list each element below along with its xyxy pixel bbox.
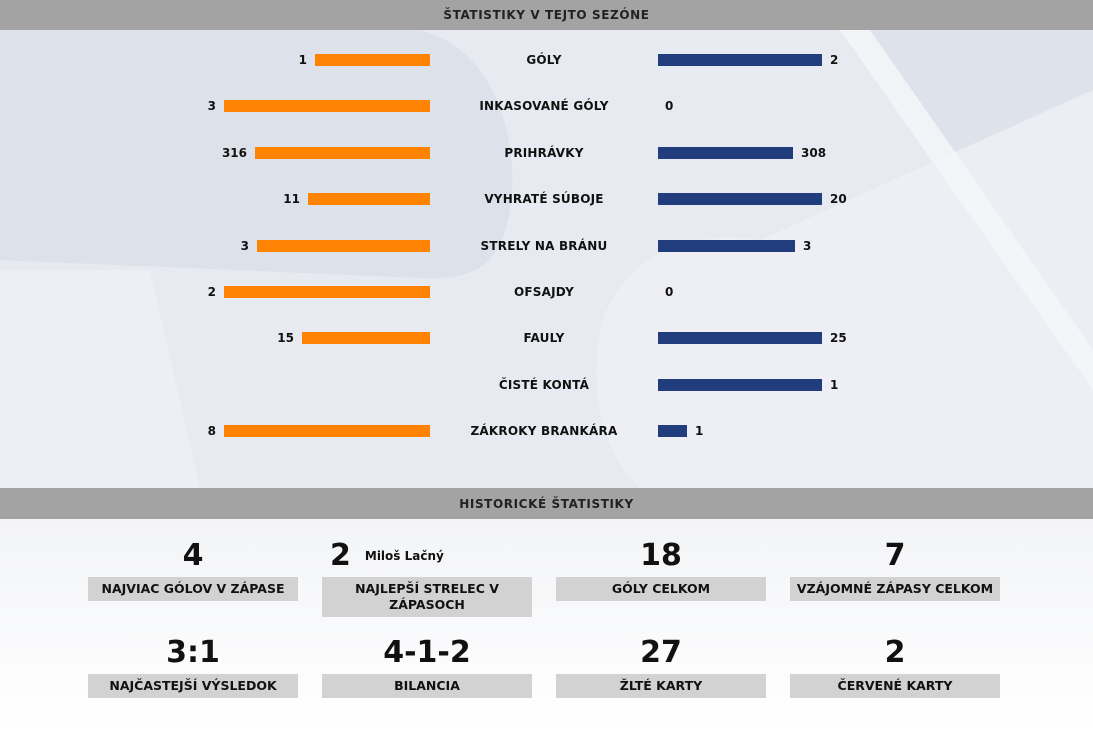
home-value: 3	[240, 238, 249, 253]
home-value: 15	[277, 331, 294, 346]
away-value: 0	[665, 285, 674, 299]
stat-row: INKASOVANÉ GÓLY 3 0	[0, 96, 1093, 116]
tile-value: 4-1-2	[383, 635, 471, 670]
stat-row: ČISTÉ KONTÁ 1	[0, 375, 1093, 395]
home-bar	[257, 239, 430, 252]
away-value: 1	[695, 424, 704, 439]
away-bar	[658, 378, 822, 391]
away-value: 1	[830, 377, 839, 392]
stat-label: VYHRATÉ SÚBOJE	[484, 192, 604, 207]
stat-label: INKASOVANÉ GÓLY	[479, 99, 609, 114]
home-value: 11	[283, 192, 300, 207]
stat-label: STRELY NA BRÁNU	[480, 238, 608, 253]
away-value: 308	[801, 145, 827, 160]
home-bar	[224, 425, 430, 438]
tile-caption: ŽLTÉ KARTY	[556, 674, 766, 698]
away-bar	[658, 54, 822, 66]
history-stats-panel: 4 NAJVIAC GÓLOV V ZÁPASE 2 Miloš Lačný N…	[0, 519, 1093, 730]
stat-label: ZÁKROKY BRANKÁRA	[470, 424, 618, 439]
home-bar	[315, 54, 430, 66]
home-value: 3	[207, 99, 216, 114]
tile-caption: GÓLY CELKOM	[556, 577, 766, 601]
season-stats-title: ŠTATISTIKY V TEJTO SEZÓNE	[443, 8, 650, 22]
tile-value: 7	[884, 538, 906, 573]
away-value: 0	[665, 99, 674, 114]
tile-most-common-result: 3:1 NAJČASTEJŠÍ VÝSLEDOK	[88, 632, 298, 698]
tile-caption: ČERVENÉ KARTY	[790, 674, 1000, 698]
stat-row: FAULY 15 25	[0, 328, 1093, 348]
top-scorer-name: Miloš Lačný	[364, 549, 444, 563]
tile-caption: VZÁJOMNÉ ZÁPASY CELKOM	[790, 577, 1000, 601]
away-bar	[658, 425, 687, 438]
away-value: 2	[830, 53, 839, 67]
home-value: 1	[298, 53, 307, 67]
home-value: 2	[207, 285, 216, 299]
history-stats-header: HISTORICKÉ ŠTATISTIKY	[0, 488, 1093, 519]
tile-value: 2	[330, 538, 351, 573]
away-bar	[658, 239, 795, 252]
home-bar	[302, 332, 430, 345]
home-value: 316	[221, 145, 247, 160]
away-value: 20	[830, 192, 847, 207]
tile-value: 18	[640, 538, 682, 573]
away-value: 25	[830, 331, 847, 346]
home-bar	[224, 100, 430, 113]
home-bar	[308, 193, 430, 206]
tile-total-goals: 18 GÓLY CELKOM	[556, 535, 766, 601]
tile-caption: NAJLEPŠÍ STRELEC V ZÁPASOCH	[322, 577, 532, 617]
stat-label: GÓLY	[526, 53, 562, 67]
tile-value: 3:1	[166, 635, 220, 670]
stat-label: OFSAJDY	[514, 285, 574, 299]
stat-row: ZÁKROKY BRANKÁRA 8 1	[0, 421, 1093, 441]
tile-value-wrap: 2 Miloš Lačný	[322, 535, 532, 577]
away-bar	[658, 332, 822, 345]
stat-row: GÓLY 1 2	[0, 50, 1093, 70]
tile-yellow-cards: 27 ŽLTÉ KARTY	[556, 632, 766, 698]
stat-label: PRIHRÁVKY	[504, 145, 584, 160]
season-stats-header: ŠTATISTIKY V TEJTO SEZÓNE	[0, 0, 1093, 30]
stat-row: PRIHRÁVKY 316 308	[0, 143, 1093, 163]
tile-value: 4	[182, 538, 204, 573]
stat-label: FAULY	[523, 331, 565, 346]
tile-most-goals: 4 NAJVIAC GÓLOV V ZÁPASE	[88, 535, 298, 601]
tile-red-cards: 2 ČERVENÉ KARTY	[790, 632, 1000, 698]
history-stats-title: HISTORICKÉ ŠTATISTIKY	[459, 496, 634, 511]
tile-balance: 4-1-2 BILANCIA	[322, 632, 532, 698]
tile-top-scorer: 2 Miloš Lačný NAJLEPŠÍ STRELEC V ZÁPASOC…	[322, 535, 532, 617]
home-value: 8	[207, 424, 216, 439]
tile-value: 2	[884, 635, 906, 670]
tile-value: 27	[640, 635, 682, 670]
stat-row: STRELY NA BRÁNU 3 3	[0, 236, 1093, 256]
stat-label: ČISTÉ KONTÁ	[498, 377, 590, 392]
season-stats-panel: GÓLY 1 2 INKASOVANÉ GÓLY 3 0 PRIHRÁVKY 316 308 VY…	[0, 30, 1093, 488]
tile-mutual-matches: 7 VZÁJOMNÉ ZÁPASY CELKOM	[790, 535, 1000, 601]
away-value: 3	[803, 238, 812, 253]
away-bar	[658, 193, 822, 206]
tile-caption: NAJVIAC GÓLOV V ZÁPASE	[88, 577, 298, 601]
stat-row: VYHRATÉ SÚBOJE 11 20	[0, 189, 1093, 209]
home-bar	[224, 286, 430, 298]
home-bar	[255, 146, 430, 159]
away-bar	[658, 146, 793, 159]
stat-row: OFSAJDY 2 0	[0, 282, 1093, 302]
tile-caption: NAJČASTEJŠÍ VÝSLEDOK	[88, 674, 298, 698]
tile-caption: BILANCIA	[322, 674, 532, 698]
